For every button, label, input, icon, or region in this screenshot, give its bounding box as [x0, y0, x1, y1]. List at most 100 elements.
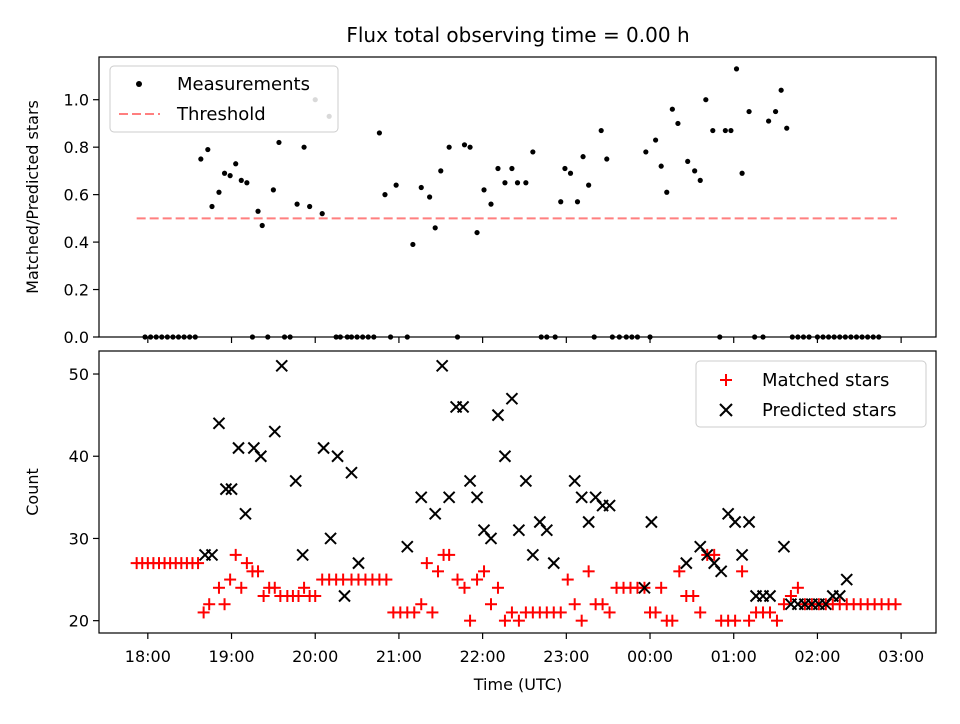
matched-star-point: [309, 590, 322, 603]
predicted-star-point: [456, 400, 470, 414]
matched-star-point: [235, 581, 248, 594]
measurement-point: [393, 182, 399, 188]
legend-predicted-marker: [719, 403, 733, 417]
matched-star-point: [655, 581, 668, 594]
bottom-y-tick-label: 50: [69, 365, 89, 384]
predicted-star-point: [268, 425, 281, 438]
matched-star-point: [687, 590, 700, 603]
measurement-point: [438, 168, 444, 174]
top-y-axis-label: Matched/Predicted stars: [23, 100, 42, 294]
predicted-star-point: [777, 540, 791, 553]
matched-star-point: [240, 557, 253, 570]
matched-star-point: [218, 598, 231, 611]
predicted-star-point: [638, 581, 651, 594]
measurement-point: [643, 149, 649, 155]
predicted-star-point: [401, 540, 414, 553]
measurement-point: [259, 222, 265, 229]
predicted-star-point: [324, 532, 337, 545]
matched-star-point: [203, 598, 216, 611]
measurement-point: [467, 144, 473, 150]
measurement-point: [658, 163, 664, 169]
measurement-point: [270, 187, 276, 193]
predicted-star-point: [714, 565, 728, 578]
measurement-point: [664, 189, 670, 195]
predicted-star-point: [498, 450, 512, 463]
x-tick-label: 21:00: [376, 647, 422, 666]
bottom-y-tick-label: 40: [69, 447, 89, 466]
predicted-star-point: [680, 556, 693, 570]
predicted-star-point: [484, 532, 498, 545]
measurement-point: [427, 194, 433, 200]
predicted-star-point: [833, 589, 846, 603]
predicted-star-point: [470, 491, 484, 504]
predicted-star-point: [225, 482, 238, 496]
top-plot-marks: [136, 66, 897, 340]
top-y-tick-label: 0.0: [64, 328, 89, 347]
predicted-star-point: [540, 524, 554, 537]
matched-star-point: [458, 581, 471, 594]
matched-star-point: [649, 606, 662, 619]
x-tick-label: 18:00: [125, 647, 171, 666]
predicted-star-point: [603, 499, 616, 512]
matched-star-point: [471, 573, 484, 586]
predicted-star-point: [212, 417, 226, 430]
matched-star-point: [673, 565, 686, 578]
top-plot-frame: [98, 56, 937, 338]
top-y-tick-label: 0.8: [64, 138, 89, 157]
matched-star-point: [408, 606, 421, 619]
matched-star-point: [292, 590, 305, 603]
bottom-y-tick-label: 20: [69, 612, 89, 631]
top-y-tick-label: 1.0: [64, 91, 89, 110]
measurement-point: [301, 144, 307, 150]
matched-star-point: [224, 573, 237, 586]
predicted-star-point: [254, 450, 268, 463]
measurement-point: [598, 127, 604, 134]
measurement-point: [766, 118, 772, 124]
matched-star-point: [554, 606, 567, 619]
matched-star-point: [743, 614, 756, 627]
measurement-point: [733, 66, 740, 72]
predicted-star-point: [415, 491, 428, 504]
matched-star-point: [451, 573, 464, 586]
bottom-plot-marks: [130, 359, 902, 627]
measurement-point: [461, 142, 468, 148]
x-tick-label: 00:00: [627, 647, 673, 666]
measurement-point: [722, 127, 728, 134]
top-legend-box: [109, 65, 339, 133]
measurement-point: [675, 120, 681, 127]
measurement-point: [221, 170, 228, 176]
matched-star-point: [464, 614, 477, 627]
measurement-point: [509, 165, 515, 172]
measurement-point: [574, 199, 581, 205]
measurement-point: [697, 177, 703, 183]
predicted-star-point: [345, 466, 358, 479]
measurement-point: [198, 156, 204, 162]
predicted-star-point: [239, 507, 252, 520]
predicted-star-point: [519, 474, 533, 488]
matched-star-point: [252, 565, 265, 578]
predicted-star-point: [463, 474, 477, 488]
measurement-point: [567, 170, 574, 176]
measurement-point: [739, 170, 745, 176]
matched-star-point: [603, 606, 616, 619]
x-tick-label: 03:00: [878, 647, 924, 666]
predicted-star-point: [582, 515, 595, 529]
x-tick-label: 22:00: [460, 647, 506, 666]
matched-star-point: [268, 581, 281, 594]
measurement-point: [514, 180, 521, 186]
matched-star-point: [582, 565, 595, 578]
legend-threshold-label: Threshold: [176, 104, 266, 125]
top-axis-ticks: 0.0 0.2 0.4 0.6 0.8 1.0: [64, 91, 902, 347]
matched-star-point: [596, 598, 609, 611]
measurement-point: [233, 161, 239, 167]
matched-star-point: [431, 565, 444, 578]
measurement-point: [307, 203, 313, 210]
measurement-point: [710, 127, 716, 134]
bottom-y-tick-label: 30: [69, 529, 89, 548]
matched-star-point: [380, 573, 393, 586]
legend-measurements-label: Measurements: [177, 74, 310, 95]
matched-star-point: [420, 557, 433, 570]
bottom-y-axis-label: Count: [23, 468, 42, 516]
measurement-point: [586, 182, 592, 188]
